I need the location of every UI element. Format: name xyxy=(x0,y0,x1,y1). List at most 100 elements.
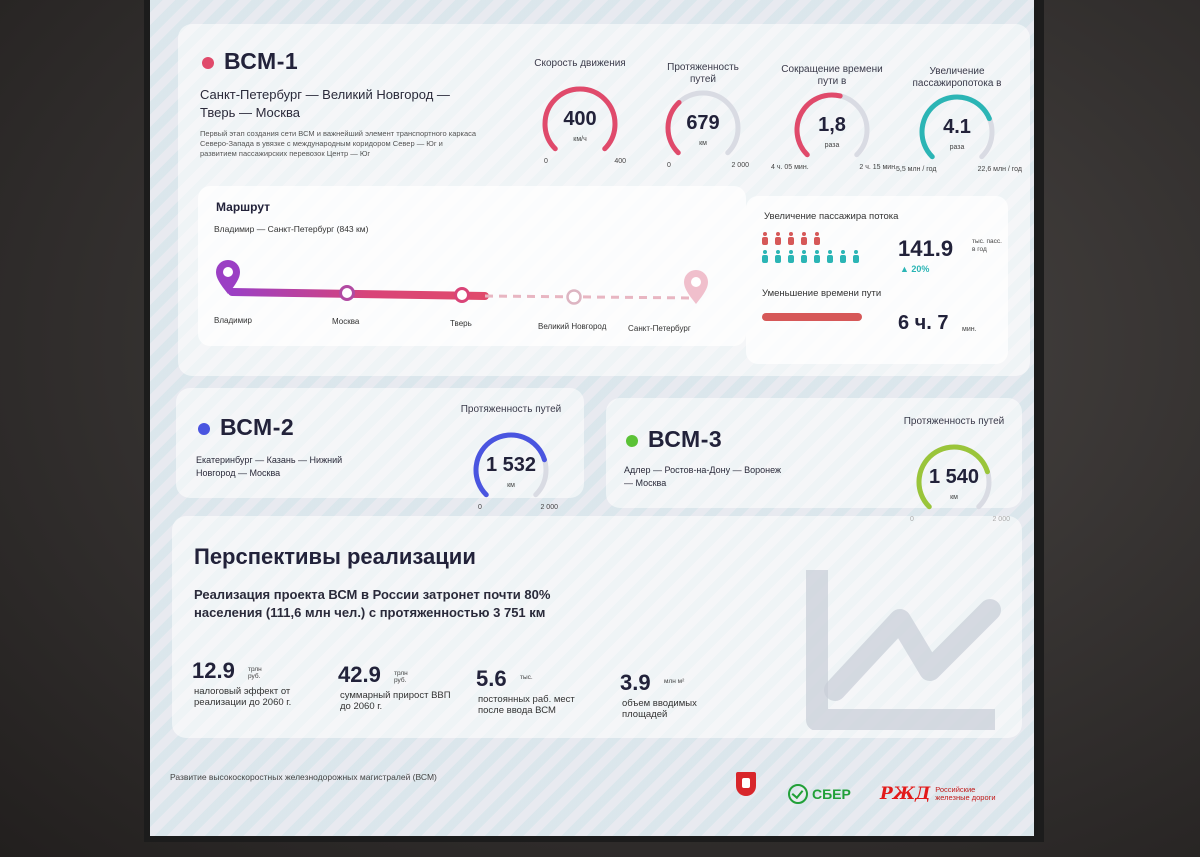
stat-description: объем вводимых площадей xyxy=(622,698,697,720)
rzd-logo: РЖД Российские железные дороги xyxy=(880,784,996,804)
gauge-max: 22,6 млн / год xyxy=(977,166,1022,173)
gauge-fill xyxy=(919,94,992,160)
gauge-value: 1,8 xyxy=(818,114,846,136)
footer-caption: Развитие высокоскоростных железнодорожны… xyxy=(170,772,437,782)
gauge-label: Скорость движения xyxy=(534,58,626,69)
gauge-value: 1 540 xyxy=(928,466,980,488)
gauge-value: 4.1 xyxy=(943,116,971,138)
person-icon xyxy=(840,250,846,263)
gauge-fill xyxy=(473,432,547,498)
gauge-fill xyxy=(794,92,843,158)
time-bar xyxy=(762,313,862,321)
person-icon xyxy=(801,250,807,263)
gauge-max: 2 000 xyxy=(731,162,749,169)
prospects-title: Перспективы реализации xyxy=(194,544,476,569)
vsm1-route: Санкт-Петербург — Великий Новгород — Тве… xyxy=(200,87,450,120)
sber-check-icon xyxy=(788,784,808,804)
route-panel xyxy=(198,186,746,346)
stat-unit: млн м² xyxy=(664,678,685,685)
gauge-label: Сокращение времени пути в xyxy=(781,64,883,87)
gauge-arc xyxy=(919,94,995,160)
person-icon xyxy=(814,250,820,263)
stat-description: постоянных раб. мест после ввода ВСМ xyxy=(478,694,575,716)
time-title: Уменьшение времени пути xyxy=(762,288,882,299)
stat-unit: трлн руб. xyxy=(248,666,262,680)
gauge-value: 400 xyxy=(563,108,597,130)
station-tver-marker xyxy=(454,287,470,303)
gauge-label: Протяженность путей xyxy=(903,416,1005,427)
gauge-unit: км xyxy=(507,482,515,489)
moscow-coat-of-arms-icon xyxy=(736,772,756,796)
stat-description: налоговый эффект от реализации до 2060 г… xyxy=(194,686,292,708)
gauge-min: 4 ч. 05 мин. xyxy=(771,164,809,171)
person-icon xyxy=(775,232,781,245)
people-icons xyxy=(762,232,872,268)
person-icon xyxy=(801,232,807,245)
stat-description: суммарный прирост ВВП до 2060 г. xyxy=(340,690,451,712)
vsm1-dot-icon xyxy=(202,56,214,69)
time-unit: мин. xyxy=(962,326,977,333)
gauge-max: 2 ч. 15 мин. xyxy=(859,164,897,171)
route-map xyxy=(216,260,708,305)
station-label-spb: Санкт-Петербург xyxy=(628,324,691,333)
stat-unit: трлн руб. xyxy=(394,670,408,684)
person-icon xyxy=(814,232,820,245)
rzd-label-2: железные дороги xyxy=(935,793,996,802)
gauge: Сокращение времени пути в 1,8 раза 4 ч. 05 … xyxy=(771,64,897,174)
vsm3-card xyxy=(606,398,1022,508)
route-line-planned xyxy=(484,294,696,300)
vsm2-route: Екатеринбург — Казань — Нижний Новгород … xyxy=(196,455,343,478)
pin-spb-icon xyxy=(684,270,708,304)
gauge-min: 0 xyxy=(544,158,548,165)
gauge-arc xyxy=(473,432,549,498)
gauge-fill xyxy=(542,86,618,152)
gauge-arc xyxy=(542,86,618,152)
gauge-min: 5,5 млн / год xyxy=(896,166,937,173)
gauge-value: 1 532 xyxy=(485,454,537,476)
vsm3-name: ВСМ-3 xyxy=(648,426,723,452)
gauge-unit: км xyxy=(950,494,958,501)
gauge-min: 0 xyxy=(478,504,482,511)
gauge: Скорость движения 400 км/ч 0 400 xyxy=(530,58,630,168)
passenger-unit: тыс. пасс. в год xyxy=(972,238,1002,253)
vsm2-name: ВСМ-2 xyxy=(220,414,295,440)
gauge-fill xyxy=(665,99,682,156)
stat-value: 5.6 xyxy=(476,666,507,691)
station-label-moscow: Москва xyxy=(332,317,360,326)
stat-value: 3.9 xyxy=(620,670,651,695)
person-icon xyxy=(762,250,768,263)
gauge-label: Протяженность путей xyxy=(460,404,562,415)
gauge-max: 2 000 xyxy=(540,504,558,511)
stat-unit: тыс. xyxy=(520,674,533,681)
station-moscow-marker xyxy=(339,285,355,301)
display-screen: ВСМ-1 Санкт-Петербург — Великий Новгород… xyxy=(150,0,1038,836)
person-icon xyxy=(762,232,768,245)
rzd-mark-icon: РЖД xyxy=(880,784,931,804)
rzd-label-1: Российские xyxy=(935,785,976,794)
station-label-novgorod: Великий Новгород xyxy=(538,322,607,331)
vsm3-title: ВСМ-3 xyxy=(626,426,722,453)
sber-logo: СБЕР xyxy=(788,784,851,804)
gauge-value: 679 xyxy=(686,112,720,134)
gauge-arc xyxy=(794,92,870,158)
gauge-unit: км xyxy=(699,140,707,147)
route-line-active xyxy=(228,288,489,300)
growth-chart-icon xyxy=(806,570,1001,730)
gauge-label: Увеличение пассажиропотока в xyxy=(912,66,1002,89)
person-icon xyxy=(853,250,859,263)
gauge-fill xyxy=(916,444,990,510)
person-icon xyxy=(775,250,781,263)
gauge: Протяженность путей 1 532 км 0 2 000 xyxy=(456,404,566,514)
gauge-unit: км/ч xyxy=(573,136,587,143)
gauge-arc xyxy=(665,90,741,156)
vsm1-title: ВСМ-1 xyxy=(202,48,298,75)
passenger-value: 141.9 xyxy=(898,236,954,261)
person-icon xyxy=(788,250,794,263)
vsm3-route: Адлер — Ростов-на-Дону — Воронеж — Москв… xyxy=(624,465,781,488)
vsm1-description: Первый этап создания сети ВСМ и важнейши… xyxy=(200,129,477,158)
vsm2-title: ВСМ-2 xyxy=(198,414,294,441)
vsm2-card xyxy=(176,388,584,498)
station-label-vladimir: Владимир xyxy=(214,316,253,325)
vsm3-dot-icon xyxy=(626,434,638,447)
